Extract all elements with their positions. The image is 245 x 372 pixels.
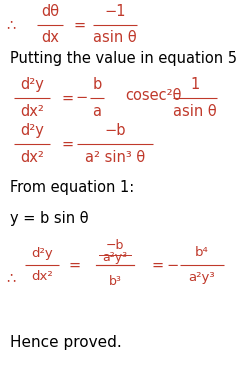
Text: −: − [167, 257, 179, 273]
Text: d²y: d²y [20, 77, 44, 93]
Text: dx²: dx² [20, 103, 44, 119]
Text: =: = [62, 137, 74, 151]
Text: =: = [74, 17, 86, 32]
Text: dx²: dx² [20, 150, 44, 164]
Text: a²y³: a²y³ [102, 251, 128, 264]
Text: b⁴: b⁴ [195, 247, 209, 260]
Text: 1: 1 [190, 77, 200, 93]
Text: Hence proved.: Hence proved. [10, 334, 122, 350]
Text: d²y: d²y [31, 247, 53, 260]
Text: a²y³: a²y³ [189, 270, 215, 283]
Text: b³: b³ [109, 275, 122, 288]
Text: Putting the value in equation 5: Putting the value in equation 5 [10, 51, 237, 65]
Text: =: = [152, 257, 164, 273]
Text: ∴: ∴ [6, 17, 15, 32]
Text: =: = [69, 257, 81, 273]
Text: b: b [92, 77, 102, 93]
Text: dx: dx [41, 31, 59, 45]
Text: −b: −b [106, 239, 124, 252]
Text: −: − [76, 90, 88, 106]
Text: asin θ: asin θ [173, 103, 217, 119]
Text: a: a [93, 103, 101, 119]
Text: dx²: dx² [31, 270, 53, 283]
Text: −b: −b [104, 124, 126, 138]
Text: =: = [62, 90, 74, 106]
Text: y = b sin θ: y = b sin θ [10, 211, 88, 225]
Text: d²y: d²y [20, 124, 44, 138]
Text: asin θ: asin θ [93, 31, 137, 45]
Text: cosec²θ: cosec²θ [125, 89, 181, 103]
Text: dθ: dθ [41, 4, 59, 19]
Text: a² sin³ θ: a² sin³ θ [85, 150, 145, 164]
Text: ∴: ∴ [6, 270, 15, 285]
Text: −1: −1 [104, 4, 126, 19]
Text: From equation 1:: From equation 1: [10, 180, 134, 196]
